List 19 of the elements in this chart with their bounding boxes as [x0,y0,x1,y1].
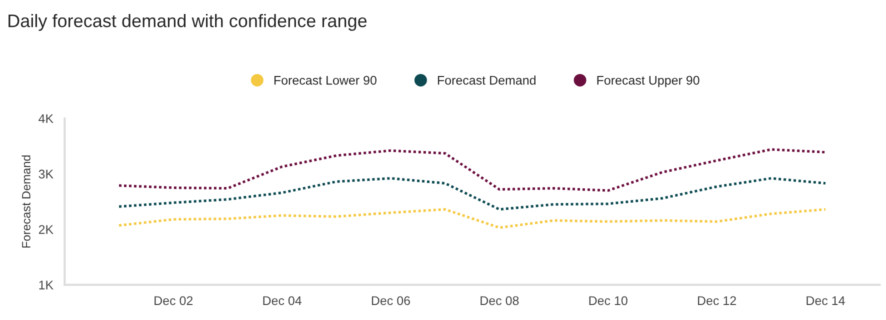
line-series [118,148,827,192]
y-tick-label: 2K [38,225,54,234]
legend-label: Forecast Demand [438,76,536,85]
y-tick-label: 4K [38,114,54,123]
x-tick-label: Dec 12 [698,296,736,306]
chart-title: Daily forecast demand with confidence range [8,14,367,31]
line-series [118,177,827,211]
x-tick-label: Dec 14 [806,296,845,306]
x-tick-label: Dec 10 [589,296,628,306]
x-tick-label: Dec 06 [372,296,410,306]
y-axis-title: Forecast Demand [22,155,30,248]
legend-label: Forecast Lower 90 [274,76,376,85]
y-tick-label: 3K [38,170,54,179]
legend-label: Forecast Upper 90 [597,76,700,88]
x-tick-label: Dec 08 [480,296,519,306]
x-tick-label: Dec 04 [263,296,302,306]
x-tick-label: Dec 02 [154,296,193,306]
line-series [118,208,827,229]
y-tick-label: 1K [39,280,54,290]
